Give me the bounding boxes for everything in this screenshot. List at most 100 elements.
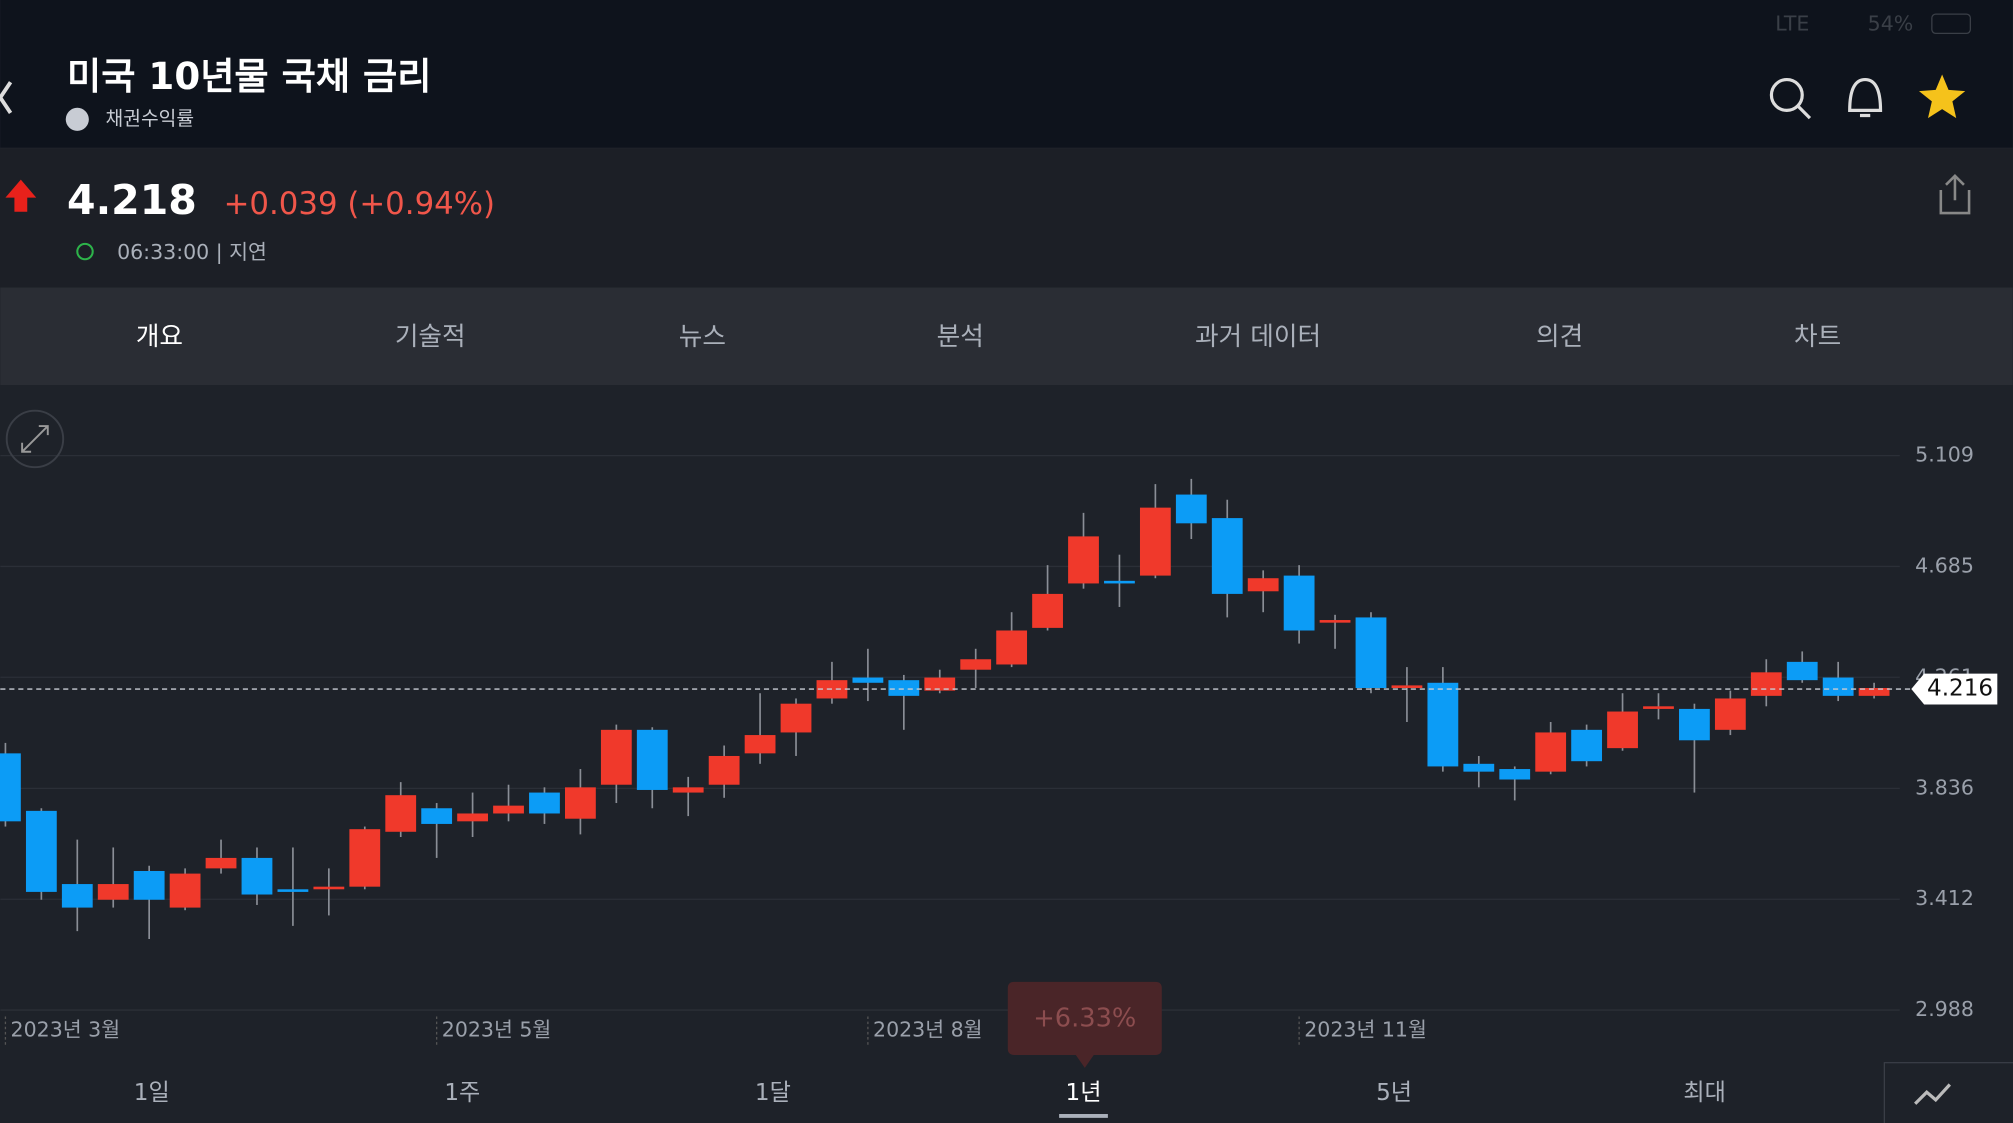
price: 4.218 (67, 176, 197, 224)
expand-button[interactable] (5, 409, 65, 469)
candle-body (0, 753, 21, 822)
candle-body (457, 813, 488, 822)
candle-body (744, 735, 776, 754)
tab[interactable]: 의견 (1536, 322, 1583, 352)
candle-body (421, 808, 453, 824)
candle-body (61, 884, 93, 908)
candle-body (924, 677, 956, 691)
share-button[interactable] (1939, 174, 1971, 215)
candle-body (493, 805, 524, 814)
back-button[interactable] (0, 81, 13, 115)
change: +0.039 (+0.94%) (224, 186, 495, 222)
y-tick-label: 5.109 (1915, 443, 1974, 467)
tooltip: +6.33% (1033, 1004, 1136, 1034)
range-button[interactable]: 5년 (1376, 1080, 1412, 1106)
battery: 54% (1868, 11, 1914, 35)
subtitle: 채권수익률 (106, 107, 195, 130)
clock-icon (76, 242, 94, 261)
candle-body (1786, 661, 1818, 681)
candle-body (1822, 677, 1854, 696)
candle-body (1139, 507, 1171, 576)
y-tick-label: 2.988 (1915, 997, 1974, 1021)
candle-body (852, 677, 884, 683)
candle-body (529, 792, 560, 814)
candle-body (385, 795, 417, 832)
range-indicator (1059, 1114, 1108, 1118)
candle-body (780, 703, 812, 733)
candle-body (1068, 536, 1099, 584)
candle-body (241, 857, 273, 895)
candle-body (565, 787, 596, 819)
x-tick-label: 2023년 5월 (442, 1018, 552, 1042)
candle-body (1750, 672, 1782, 696)
tab[interactable]: 분석 (937, 322, 984, 352)
candle-body (888, 680, 920, 696)
candle-body (1679, 708, 1710, 741)
candle-body (277, 889, 309, 892)
x-tick-label: 2023년 8월 (873, 1018, 983, 1042)
chart-type-button[interactable] (1883, 1062, 2013, 1123)
candle-body (133, 870, 165, 900)
candle-body (1643, 706, 1674, 709)
y-tick-label: 3.836 (1915, 775, 1974, 799)
tab[interactable]: 뉴스 (679, 322, 726, 352)
range-button[interactable]: 1일 (134, 1080, 170, 1106)
candle-body (1571, 729, 1603, 762)
candle-body (349, 829, 381, 887)
tab-bar (0, 287, 2013, 386)
range-button[interactable]: 1달 (755, 1080, 791, 1106)
tab[interactable]: 개요 (136, 322, 183, 352)
candle-body (313, 886, 345, 890)
network: LTE (1775, 11, 1809, 35)
candle-body (960, 659, 992, 670)
y-tick-label: 4.685 (1915, 553, 1974, 577)
candle-body (1032, 593, 1063, 628)
candle-body (1427, 682, 1459, 767)
candle-body (600, 729, 632, 785)
title: 미국 10년물 국채 금리 (67, 54, 431, 98)
range-button[interactable]: 1주 (444, 1080, 480, 1106)
candle-body (996, 630, 1028, 665)
tab[interactable]: 과거 데이터 (1195, 322, 1321, 352)
candle-body (1283, 575, 1315, 631)
search-button[interactable] (1769, 77, 1812, 120)
y-tick-label: 3.412 (1915, 886, 1974, 910)
candle-body (636, 729, 668, 790)
candle-body (1319, 620, 1351, 623)
x-tick-label: 2023년 11월 (1304, 1018, 1427, 1042)
candle-body (1104, 580, 1135, 584)
range-button[interactable]: 최대 (1683, 1080, 1726, 1106)
candle-body (1211, 518, 1243, 594)
candle-body (1463, 763, 1495, 772)
candle-body (97, 884, 129, 900)
x-tick-label: 2023년 3월 (11, 1018, 121, 1042)
flag-icon (65, 107, 89, 131)
candle-body (1535, 732, 1567, 772)
last-value-badge (1911, 673, 1998, 705)
header-bar (0, 0, 2013, 148)
candle-body (1607, 711, 1638, 749)
candle-body (1391, 685, 1423, 689)
up-arrow (5, 179, 37, 212)
alert-button[interactable] (1848, 77, 1883, 118)
time: 06:33:00 | 지연 (117, 240, 267, 265)
candle-body (672, 787, 704, 793)
tab[interactable]: 기술적 (395, 322, 466, 352)
candle-body (25, 810, 57, 892)
last-value-label: 4.216 (1927, 676, 1993, 702)
tab[interactable]: 차트 (1794, 322, 1841, 352)
candle-body (205, 857, 237, 869)
candle-body (1714, 698, 1746, 730)
candle-body (708, 755, 740, 785)
candle-body (1175, 494, 1207, 524)
range-button[interactable]: 1년 (1066, 1080, 1102, 1106)
favorite-button[interactable] (1919, 74, 1966, 119)
battery-icon (1931, 13, 1971, 35)
candle-body (169, 873, 201, 908)
candle-body (1858, 688, 1890, 696)
tooltip-box (1007, 981, 1162, 1068)
candle-body (1499, 769, 1531, 780)
candle-body (1355, 617, 1387, 689)
candle-body (1247, 578, 1279, 592)
